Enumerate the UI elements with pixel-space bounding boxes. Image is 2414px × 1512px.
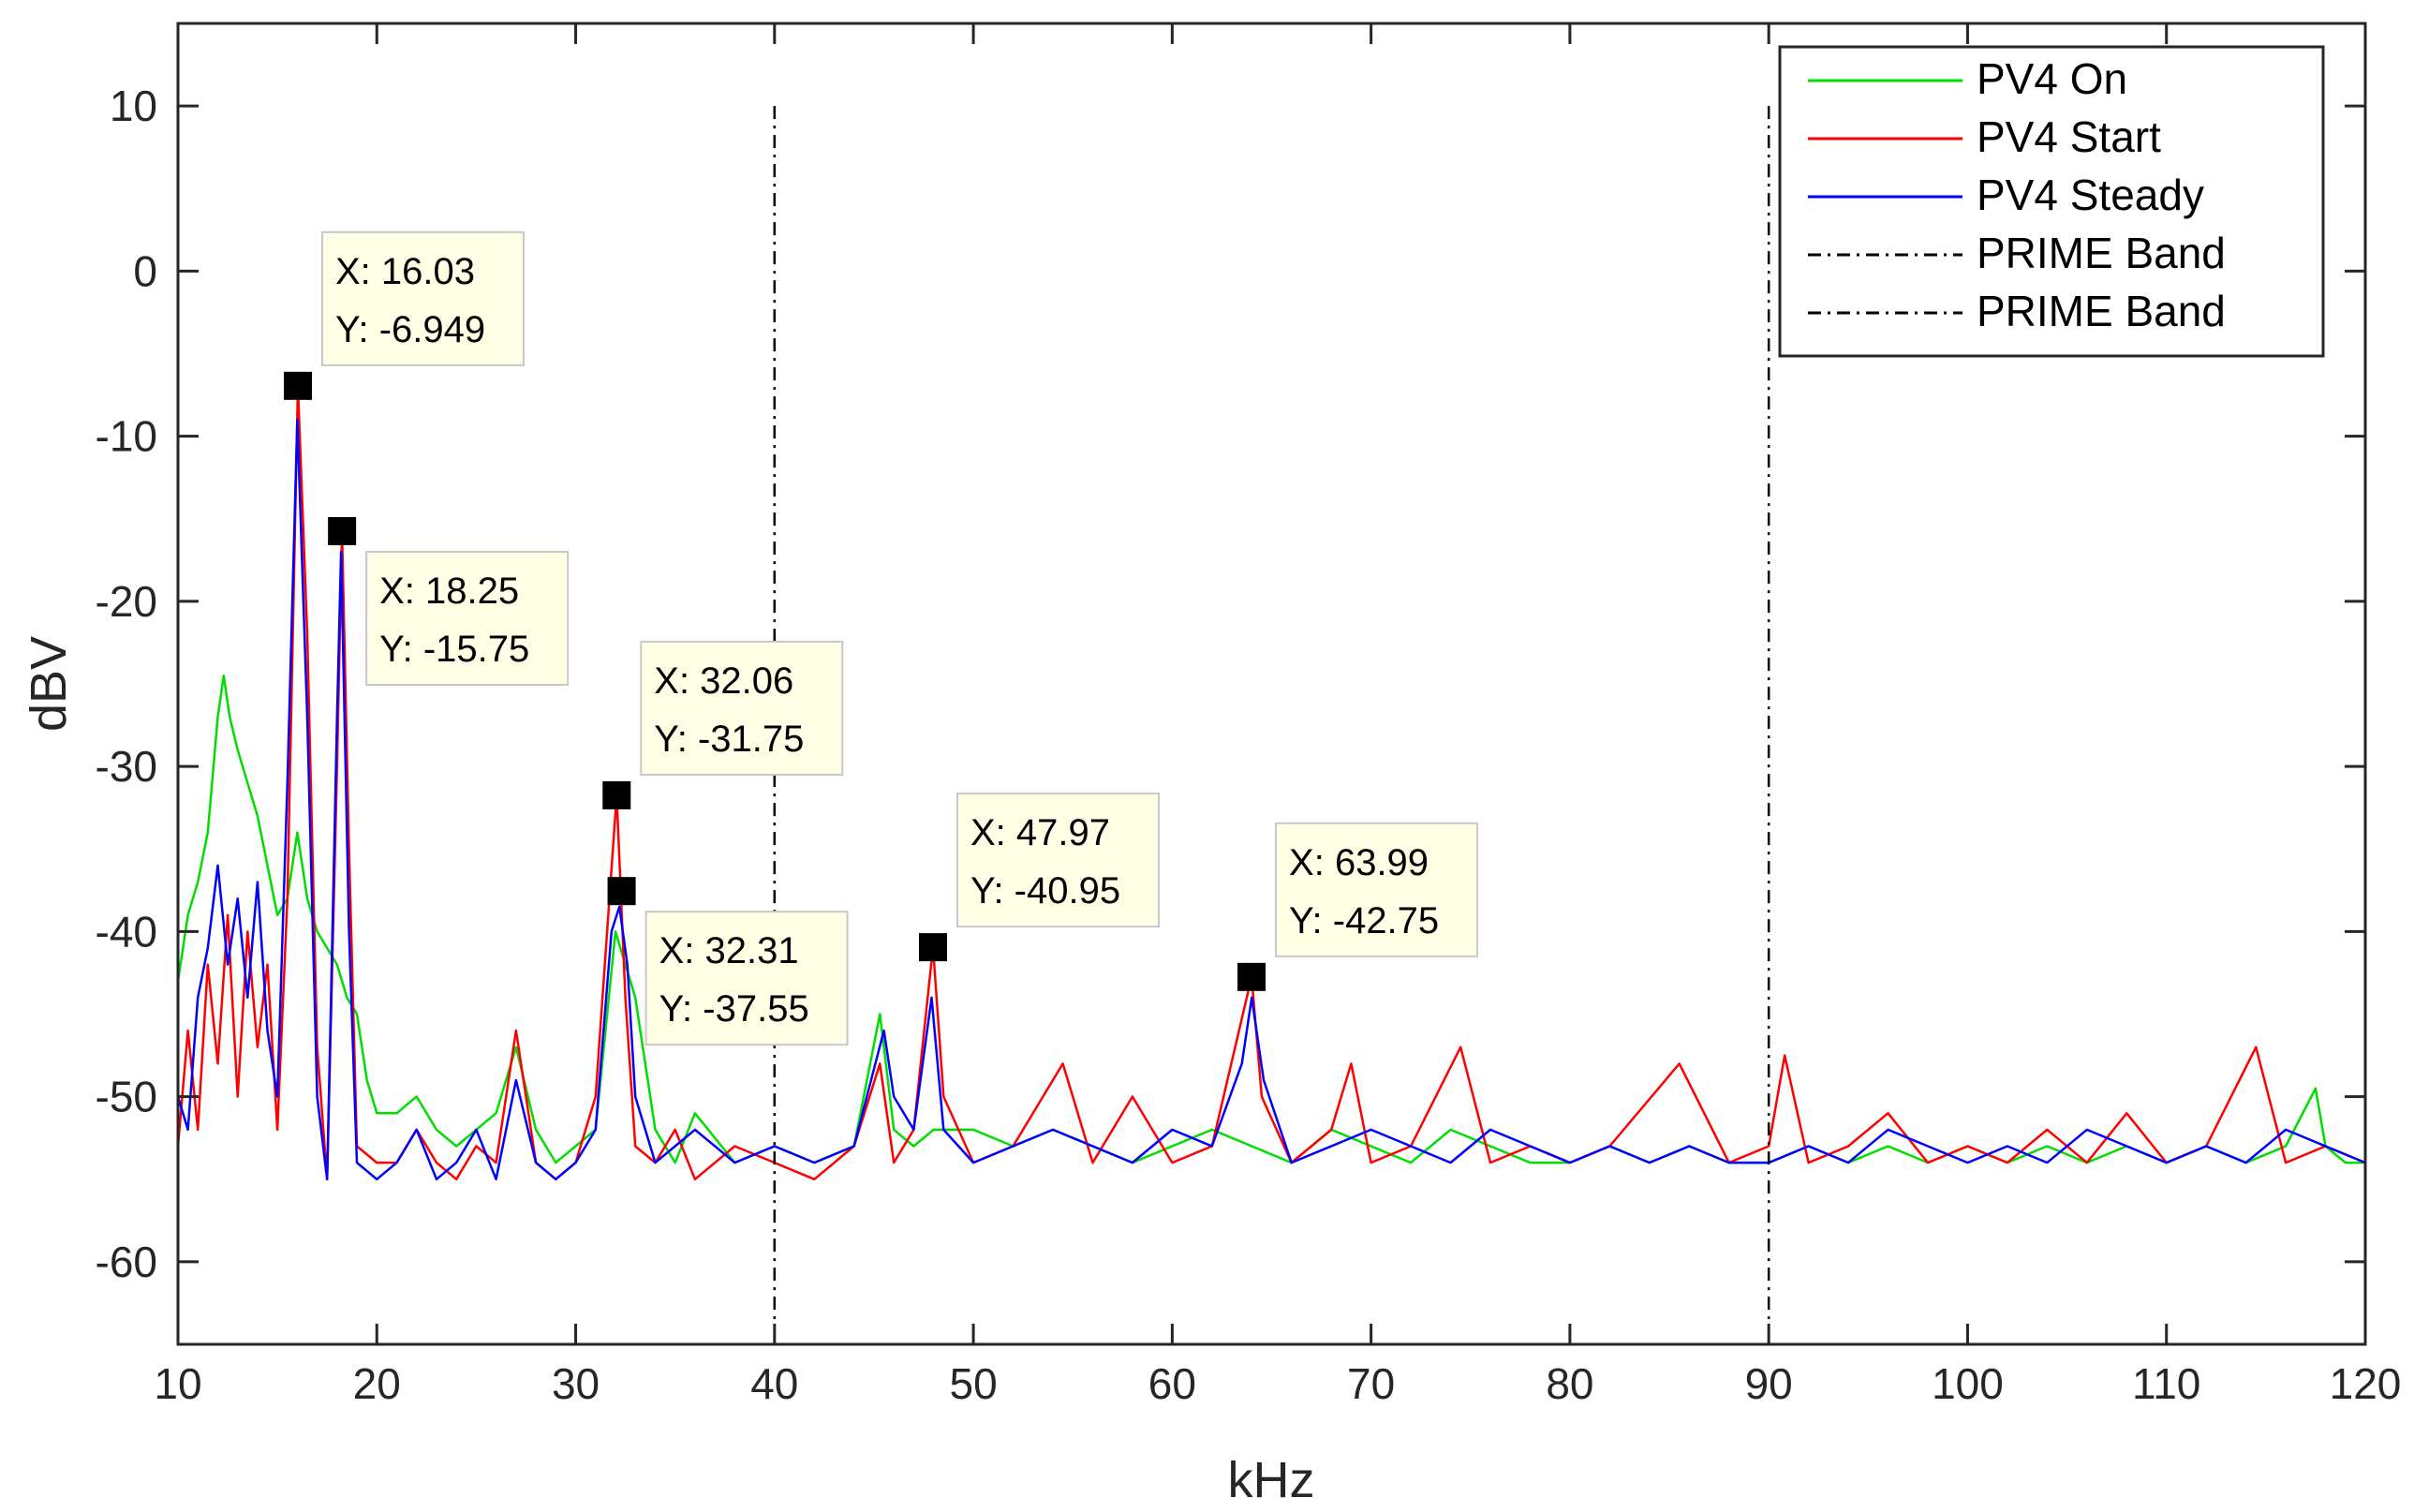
datatip-y-text: Y: -37.55 (659, 988, 809, 1030)
legend-label: PV4 On (1977, 54, 2127, 103)
plot-frame (176, 22, 2367, 1346)
datatip-marker[interactable] (607, 877, 636, 906)
datatip-marker[interactable] (284, 371, 313, 400)
datatip-marker[interactable] (1237, 962, 1266, 991)
legend-label: PRIME Band (1977, 287, 2226, 335)
datatip-box (365, 550, 570, 686)
datatip-marker[interactable] (918, 933, 947, 962)
datatip-y-text: Y: -40.95 (970, 870, 1120, 912)
datatip-box (955, 793, 1160, 928)
datatip-x-text: X: 32.31 (659, 930, 799, 971)
datatip-box (321, 230, 526, 366)
datatip[interactable]: X: 32.31 Y: -37.55 (644, 911, 849, 1046)
datatip-y-text: Y: -6.949 (335, 309, 485, 350)
datatips: X: 16.03 Y: -6.949 X: 18.25 Y: -15.75 X: 32.… (321, 230, 1479, 1046)
x-tick-label: 50 (950, 1359, 998, 1408)
y-tick-label: 10 (110, 82, 157, 130)
datatip[interactable]: X: 63.99 Y: -42.75 (1275, 822, 1479, 957)
datatip-box (1275, 822, 1479, 957)
datatip-x-text: X: 32.06 (654, 660, 793, 702)
plot-lines (176, 384, 2366, 1181)
legend-label: PV4 Start (1977, 112, 2161, 161)
x-tick-label: 20 (353, 1359, 401, 1408)
x-tick-label: 40 (750, 1359, 798, 1408)
datatip[interactable]: X: 47.97 Y: -40.95 (955, 793, 1160, 928)
legend-label: PV4 Steady (1977, 170, 2204, 219)
datatip-x-text: X: 16.03 (335, 251, 475, 292)
legend: PV4 On PV4 Start PV4 Steady PRIME Band PRIME… (1778, 45, 2325, 358)
y-tick-label: -60 (96, 1238, 157, 1286)
datatip[interactable]: X: 16.03 Y: -6.949 (321, 230, 526, 366)
x-tick-label: 110 (2132, 1359, 2200, 1408)
x-tick-label: 70 (1347, 1359, 1395, 1408)
legend-label: PRIME Band (1977, 229, 2226, 277)
series-line-pv4-steady (176, 418, 2366, 1181)
y-tick-label: -50 (96, 1073, 157, 1121)
y-tick-label: -40 (96, 907, 157, 956)
y-tick-label: -30 (96, 742, 157, 791)
series-line-pv4-start (176, 384, 2366, 1181)
datatip[interactable]: X: 18.25 Y: -15.75 (365, 550, 570, 686)
datatip-y-text: Y: -31.75 (654, 719, 804, 760)
datatip-marker[interactable] (602, 780, 631, 809)
series-line-pv4-on (176, 674, 2365, 1164)
datatip-x-text: X: 47.97 (970, 812, 1110, 853)
x-tick-label: 90 (1745, 1359, 1793, 1408)
datatip-y-text: Y: -15.75 (379, 629, 529, 670)
x-tick-label: 10 (154, 1359, 201, 1408)
datatip-marker[interactable] (328, 516, 357, 545)
x-tick-label: 80 (1546, 1359, 1593, 1408)
datatip-x-text: X: 63.99 (1289, 842, 1429, 883)
datatip-x-text: X: 18.25 (379, 571, 519, 612)
datatip[interactable]: X: 32.06 Y: -31.75 (640, 640, 844, 776)
legend-box (1778, 45, 2325, 358)
x-tick-label: 120 (2330, 1359, 2402, 1408)
y-tick-label: 0 (133, 246, 157, 295)
y-tick-label: -20 (96, 577, 157, 626)
axis-ticks: 10 20 30 40 50 60 70 80 90 100 110 120100-10-20-30-… (96, 23, 2402, 1408)
x-tick-label: 30 (552, 1359, 600, 1408)
datatip-markers (284, 371, 1266, 991)
y-tick-label: -10 (96, 412, 157, 461)
datatip-box (644, 911, 849, 1046)
x-axis-title: kHz (1228, 1452, 1315, 1508)
x-tick-label: 60 (1148, 1359, 1196, 1408)
x-tick-label: 100 (1932, 1359, 2004, 1408)
datatip-y-text: Y: -42.75 (1289, 900, 1439, 941)
datatip-box (640, 640, 844, 776)
y-axis-title: dBV (21, 636, 77, 732)
